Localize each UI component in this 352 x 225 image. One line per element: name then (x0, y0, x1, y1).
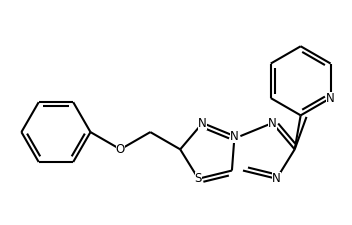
Text: N: N (326, 92, 335, 105)
Text: N: N (268, 117, 277, 130)
Text: S: S (195, 172, 202, 185)
Text: N: N (230, 130, 239, 143)
Text: N: N (272, 172, 281, 185)
Text: N: N (198, 117, 207, 130)
Text: O: O (116, 143, 125, 156)
